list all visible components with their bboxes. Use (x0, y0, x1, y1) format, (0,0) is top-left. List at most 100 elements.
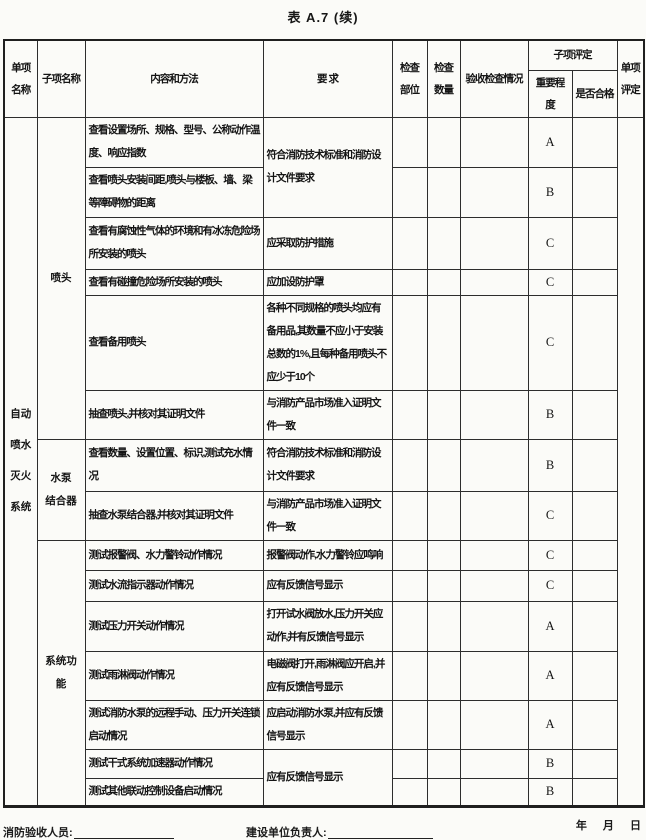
check-quantity-cell (426, 438, 461, 492)
table-row: 查看有碰撞危险场所安装的喷头 应加设防护罩 C (4, 268, 644, 296)
qualified-cell (571, 569, 618, 602)
builder-signature-line (327, 825, 433, 839)
acceptance-status-cell (459, 268, 529, 296)
importance-grade: C (527, 569, 573, 602)
qualified-cell (571, 116, 618, 168)
acceptance-status-cell (459, 294, 529, 391)
table-row: 测试消防水泵的远程手动、压力开关连锁启动情况 应启动消防水泵,并应有反馈信号显示… (4, 699, 644, 750)
table-row: 抽查水泵结合器,并核对其证明文件 与消防产品市场准入证明文件一致 C (4, 490, 644, 541)
table-row: 查看有腐蚀性气体的环境和有冰冻危险场所安装的喷头 应采取防护措施 C (4, 216, 644, 270)
content-cell: 测试其他联动控制设备启动情况 (84, 777, 264, 807)
table-row: 测试雨淋阀动作情况 电磁阀打开,雨淋阀应开启,并应有反馈信号显示 A (4, 650, 644, 701)
acceptance-status-cell (459, 539, 529, 571)
acceptance-status-cell (459, 699, 529, 750)
check-location-cell (391, 748, 428, 779)
requirement-cell: 打开试水阀放水,压力开关应动作,并有反馈信号显示 (262, 600, 393, 652)
acceptance-status-cell (459, 569, 529, 602)
check-location-cell (391, 539, 428, 571)
acceptance-status-cell (459, 389, 529, 440)
header-content-method: 内容和方法 (84, 39, 264, 118)
qualified-cell (571, 600, 618, 652)
inspector-signature-line (73, 825, 174, 839)
acceptance-status-cell (459, 216, 529, 270)
check-location-cell (391, 294, 428, 391)
acceptance-status-cell (459, 748, 529, 779)
acceptance-status-cell (459, 600, 529, 652)
importance-grade: C (527, 268, 573, 296)
importance-grade: B (527, 748, 573, 779)
requirement-cell: 与消防产品市场准入证明文件一致 (262, 389, 393, 440)
importance-grade: B (527, 438, 573, 492)
check-quantity-cell (426, 389, 461, 440)
check-location-cell (391, 268, 428, 296)
check-quantity-cell (426, 490, 461, 541)
importance-grade: B (527, 389, 573, 440)
importance-grade: A (527, 600, 573, 652)
check-quantity-cell (426, 166, 461, 218)
qualified-cell (571, 539, 618, 571)
qualified-cell (571, 438, 618, 492)
acceptance-status-cell (459, 116, 529, 168)
item-name-cell: 自动 喷水 灭火 系统 (3, 116, 38, 807)
signature-footer: 消防验收人员: 建设单位负责人: 年 月 日 (3, 820, 645, 840)
content-cell: 测试雨淋阀动作情况 (84, 650, 264, 701)
acceptance-status-cell (459, 166, 529, 218)
check-quantity-cell (426, 699, 461, 750)
requirement-cell: 应有反馈信号显示 (262, 748, 393, 807)
header-subitem-eval: 子项评定 (527, 39, 618, 71)
importance-grade: B (527, 777, 573, 807)
content-cell: 查看设置场所、规格、型号、公称动作温度、响应指数 (84, 116, 264, 168)
inspection-table: 单项 名称 子项名称 内容和方法 要 求 检查 部位 检查 数量 验收检查情况 … (3, 39, 645, 808)
qualified-cell (571, 748, 618, 779)
subitem-name-cell: 水泵 结合器 (36, 438, 86, 541)
importance-grade: C (527, 216, 573, 270)
builder-signature: 建设单位负责人: (246, 824, 576, 840)
requirement-cell: 各种不同规格的喷头均应有备用品,其数量不应小于安装总数的1%,且每种备用喷头不应… (262, 294, 393, 391)
importance-grade: C (527, 539, 573, 571)
check-location-cell (391, 650, 428, 701)
requirement-cell: 报警阀动作,水力警铃应鸣响 (262, 539, 393, 571)
acceptance-status-cell (459, 438, 529, 492)
content-cell: 查看喷头安装间距,喷头与楼板、墙、梁等障碍物的距离 (84, 166, 264, 218)
qualified-cell (571, 268, 618, 296)
importance-grade: A (527, 116, 573, 168)
table-row: 查看备用喷头 各种不同规格的喷头均应有备用品,其数量不应小于安装总数的1%,且每… (4, 294, 644, 391)
requirement-cell: 符合消防技术标准和消防设计文件要求 (262, 116, 393, 218)
check-location-cell (391, 166, 428, 218)
table-row: 抽查喷头,并核对其证明文件 与消防产品市场准入证明文件一致 B (4, 389, 644, 440)
requirement-cell: 应采取防护措施 (262, 216, 393, 270)
qualified-cell (571, 294, 618, 391)
inspector-signature: 消防验收人员: (3, 824, 246, 840)
check-location-cell (391, 569, 428, 602)
check-quantity-cell (426, 650, 461, 701)
qualified-cell (571, 650, 618, 701)
content-cell: 查看有碰撞危险场所安装的喷头 (84, 268, 264, 296)
check-quantity-cell (426, 294, 461, 391)
requirement-cell: 应启动消防水泵,并应有反馈信号显示 (262, 699, 393, 750)
requirement-cell: 符合消防技术标准和消防设计文件要求 (262, 438, 393, 492)
qualified-cell (571, 490, 618, 541)
check-location-cell (391, 389, 428, 440)
qualified-cell (571, 166, 618, 218)
importance-grade: C (527, 490, 573, 541)
importance-grade: B (527, 166, 573, 218)
content-cell: 查看有腐蚀性气体的环境和有冰冻危险场所安装的喷头 (84, 216, 264, 270)
check-location-cell (391, 216, 428, 270)
subitem-name-cell: 喷头 (36, 116, 86, 440)
importance-grade: A (527, 650, 573, 701)
subitem-name-cell: 系统功能 (36, 539, 86, 807)
qualified-cell (571, 389, 618, 440)
check-location-cell (391, 116, 428, 168)
check-location-cell (391, 777, 428, 807)
check-location-cell (391, 438, 428, 492)
content-cell: 测试干式系统加速器动作情况 (84, 748, 264, 779)
item-eval-cell (616, 116, 645, 807)
check-quantity-cell (426, 216, 461, 270)
header-requirement: 要 求 (262, 39, 393, 118)
content-cell: 测试消防水泵的远程手动、压力开关连锁启动情况 (84, 699, 264, 750)
content-cell: 测试水流指示器动作情况 (84, 569, 264, 602)
header-importance: 重要程度 (527, 69, 573, 118)
header-item-eval: 单项 评定 (616, 39, 645, 118)
inspector-label: 消防验收人员: (3, 826, 73, 839)
content-cell: 测试压力开关动作情况 (84, 600, 264, 652)
